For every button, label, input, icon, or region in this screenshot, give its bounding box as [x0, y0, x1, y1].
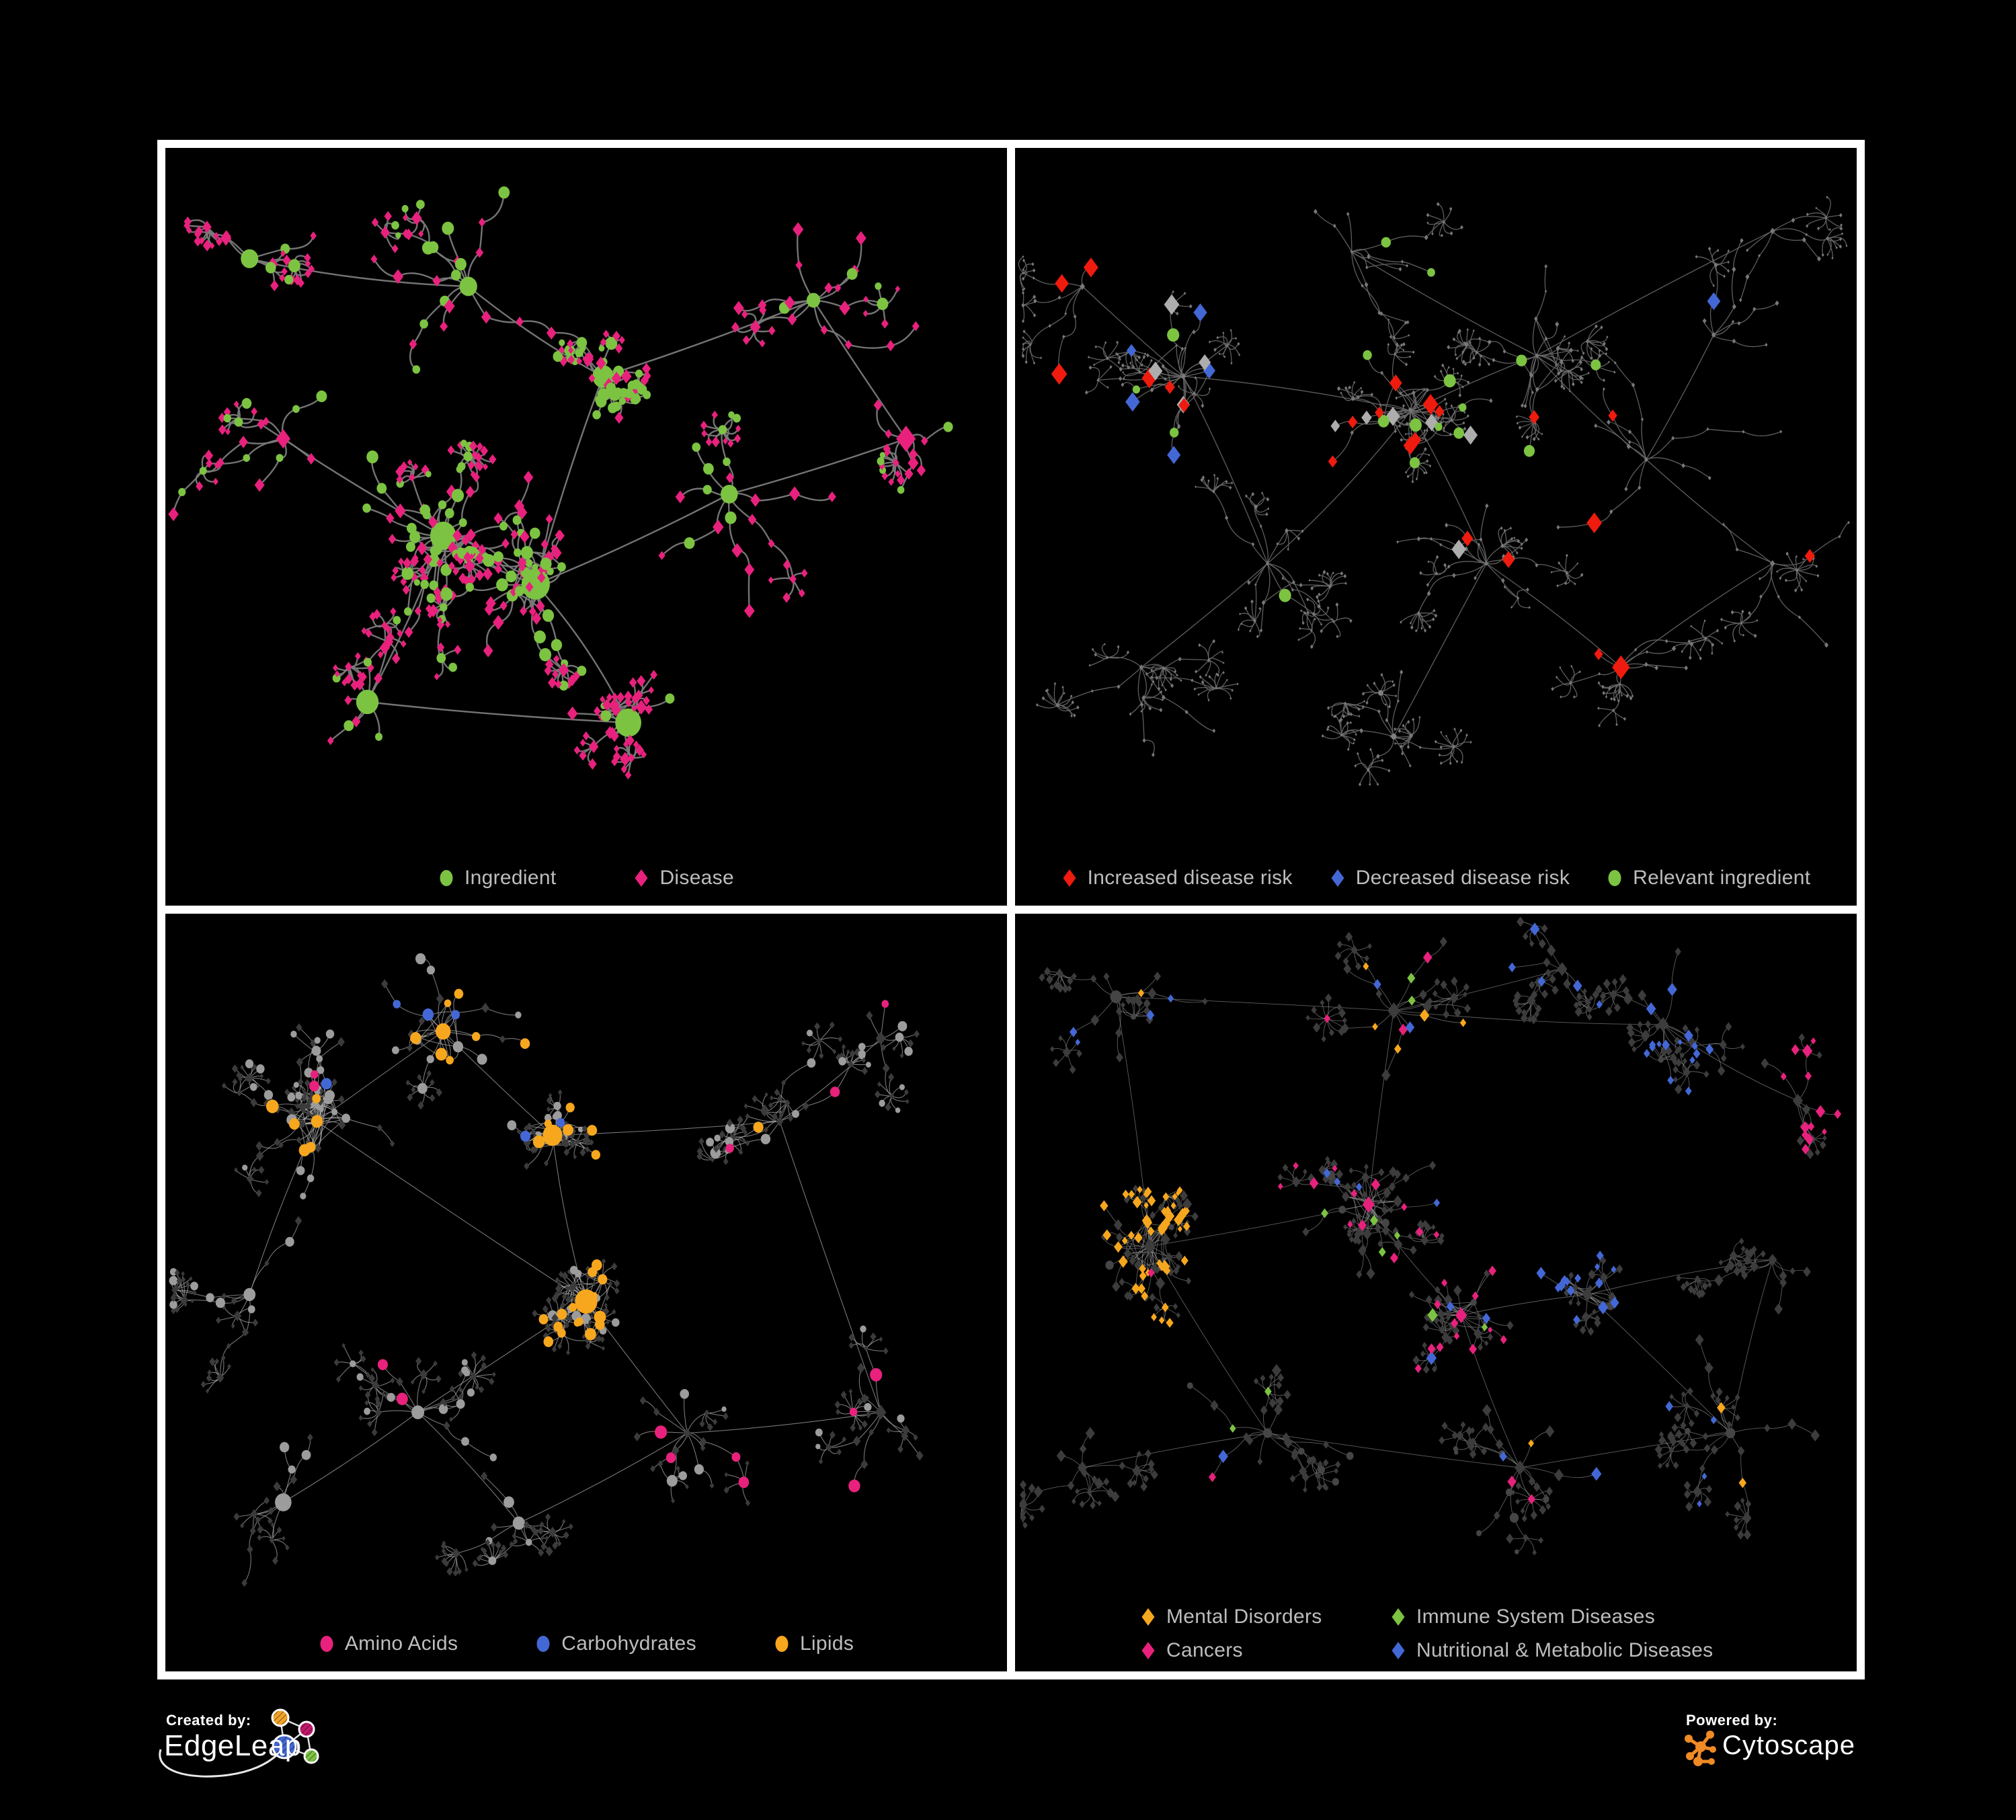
panel-disease-risk: Increased disease risk Decreased disease …: [1011, 144, 1861, 910]
legend-item: Ingredient: [438, 867, 556, 889]
legend-label: Relevant ingredient: [1633, 867, 1811, 889]
legend-disease-risk: Increased disease risk Decreased disease …: [1015, 867, 1857, 889]
legend-label: Disease: [659, 867, 734, 889]
network-graph-disease-risk: [1018, 196, 1850, 787]
legend-item: Increased disease risk: [1061, 867, 1293, 889]
legend-swatch-circle-icon: [536, 1636, 550, 1652]
legend-swatch-diamond-icon: [1063, 869, 1076, 887]
cytoscape-logo-icon: [1685, 1731, 1716, 1766]
legend-label: Carbohydrates: [561, 1632, 696, 1655]
legend-item: Disease: [633, 867, 734, 889]
powered-by-label: Powered by:: [1686, 1712, 1778, 1729]
legend-swatch-circle-icon: [1608, 870, 1621, 886]
network-graph-disease-categories: [1019, 916, 1842, 1556]
legend-label: Cancers: [1166, 1639, 1243, 1661]
legend-swatch-circle-icon: [775, 1636, 789, 1652]
legend-label: Increased disease risk: [1087, 867, 1293, 889]
network-graph-ingredient-disease: [168, 186, 953, 780]
legend-label: Immune System Diseases: [1416, 1606, 1656, 1628]
legend-swatch-diamond-icon: [1141, 1608, 1155, 1626]
legend-label: Nutritional & Metabolic Diseases: [1416, 1639, 1713, 1661]
panel-ingredient-disease: Ingredient Disease: [161, 144, 1011, 910]
legend-item: Lipids: [774, 1632, 854, 1655]
legend-swatch-diamond-icon: [635, 869, 648, 887]
legend-ingredient-disease: Ingredient Disease: [165, 867, 1007, 889]
legend-item: Nutritional & Metabolic Diseases: [1390, 1639, 1713, 1662]
legend-label: Ingredient: [465, 867, 557, 889]
figure-grid: Ingredient Disease Increased disease risk…: [157, 140, 1865, 1679]
legend-label: Mental Disorders: [1166, 1606, 1322, 1628]
legend-swatch-diamond-icon: [1392, 1642, 1405, 1659]
legend-macronutrients: Amino Acids Carbohydrates Lipids: [165, 1632, 1007, 1655]
edgeleap-wordmark: EdgeLeap: [164, 1729, 302, 1762]
legend-label: Decreased disease risk: [1355, 867, 1570, 889]
legend-item: Amino Acids: [319, 1632, 458, 1655]
legend-item: Cancers: [1140, 1639, 1390, 1662]
legend-item: Carbohydrates: [535, 1632, 696, 1655]
created-by-label: Created by:: [166, 1712, 251, 1729]
legend-swatch-diamond-icon: [1392, 1608, 1405, 1626]
legend-swatch-diamond-icon: [1331, 869, 1344, 887]
edgeleap-logo-icon: [159, 1708, 319, 1778]
legend-label: Lipids: [799, 1632, 854, 1655]
panel-macronutrients: Amino Acids Carbohydrates Lipids: [161, 910, 1011, 1675]
cytoscape-wordmark: Cytoscape: [1722, 1731, 1855, 1760]
legend-item: Immune System Diseases: [1390, 1606, 1713, 1628]
legend-swatch-circle-icon: [320, 1636, 333, 1652]
legend-label: Amino Acids: [344, 1632, 458, 1655]
legend-swatch-circle-icon: [440, 870, 453, 886]
legend-item: Mental Disorders: [1140, 1606, 1390, 1628]
network-graph-macronutrients: [169, 953, 924, 1587]
panel-disease-categories: Mental Disorders Immune System Diseases Ca…: [1011, 910, 1861, 1675]
legend-disease-categories: Mental Disorders Immune System Diseases Ca…: [1140, 1606, 1713, 1662]
legend-swatch-diamond-icon: [1141, 1642, 1155, 1659]
legend-item: Relevant ingredient: [1607, 867, 1810, 889]
legend-item: Decreased disease risk: [1330, 867, 1570, 889]
